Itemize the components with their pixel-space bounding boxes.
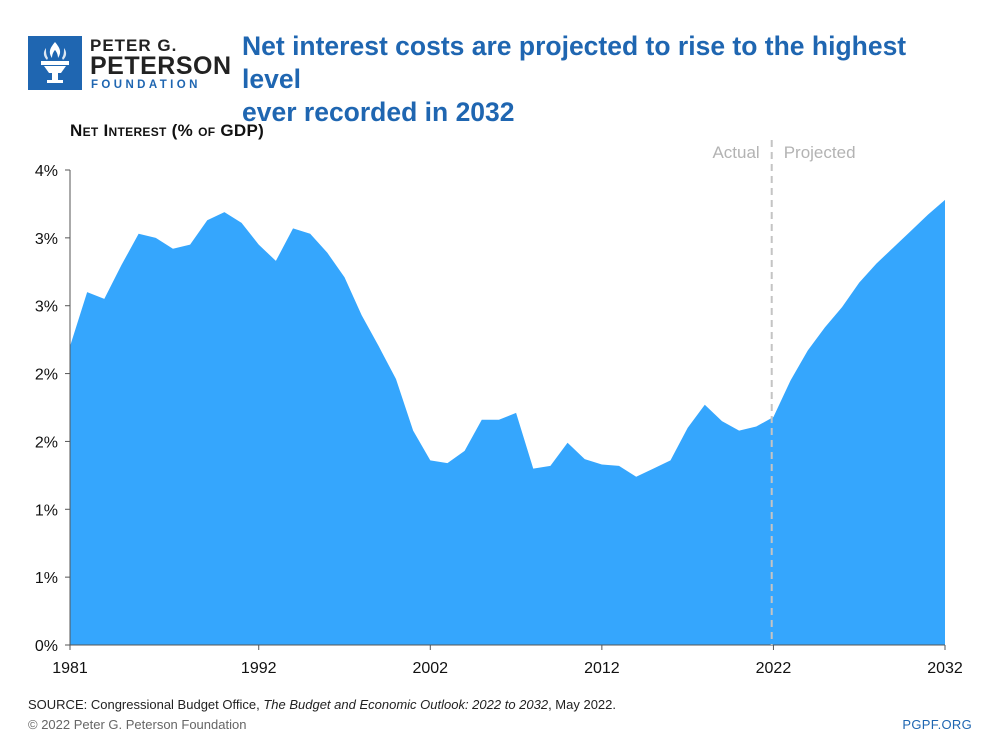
headline: Net interest costs are projected to rise… — [242, 30, 962, 129]
actual-label: Actual — [712, 143, 759, 162]
y-tick-label: 1% — [35, 570, 58, 587]
y-tick-label: 3% — [35, 231, 58, 248]
source-note: SOURCE: Congressional Budget Office, The… — [28, 697, 616, 712]
y-tick-label: 4% — [35, 163, 58, 180]
y-tick-label: 1% — [35, 502, 58, 519]
brand-name-line3: FOUNDATION — [91, 79, 201, 91]
projected-label: Projected — [784, 143, 856, 162]
chart-labels: 0% 1% 1% 2% 2% 3% 3% 4% 1981 1992 2002 2012 2022 2032… — [35, 143, 963, 677]
x-tick-label: 2032 — [927, 660, 963, 677]
x-tick-label: 2022 — [756, 660, 792, 677]
x-tick-label: 2002 — [412, 660, 448, 677]
y-tick-label: 0% — [35, 638, 58, 655]
brand-logo[interactable]: PETER G. PETERSON FOUNDATION — [28, 36, 231, 92]
chart-title: Net Interest (% of GDP) — [70, 121, 265, 140]
x-tick-label: 1992 — [241, 660, 277, 677]
site-link[interactable]: PGPF.ORG — [902, 717, 972, 732]
y-tick-label: 3% — [35, 299, 58, 316]
chart-axes — [65, 140, 946, 650]
torch-icon — [28, 36, 82, 90]
y-tick-label: 2% — [35, 434, 58, 451]
headline-line2: ever recorded in 2032 — [242, 97, 515, 127]
x-tick-label: 1981 — [52, 660, 88, 677]
headline-line1: Net interest costs are projected to rise… — [242, 31, 907, 94]
brand-name-line1: PETER G. — [90, 36, 178, 55]
source-title: The Budget and Economic Outlook: 2022 to… — [263, 697, 549, 712]
area-series — [70, 199, 945, 646]
x-tick-label: 2012 — [584, 660, 620, 677]
brand-name-line2: PETERSON — [90, 52, 232, 80]
source-prefix: SOURCE: Congressional Budget Office, — [28, 697, 264, 712]
source-suffix: , May 2022. — [548, 697, 617, 712]
copyright: © 2022 Peter G. Peterson Foundation — [28, 717, 247, 732]
y-tick-label: 2% — [35, 367, 58, 384]
chart-area — [70, 199, 945, 646]
